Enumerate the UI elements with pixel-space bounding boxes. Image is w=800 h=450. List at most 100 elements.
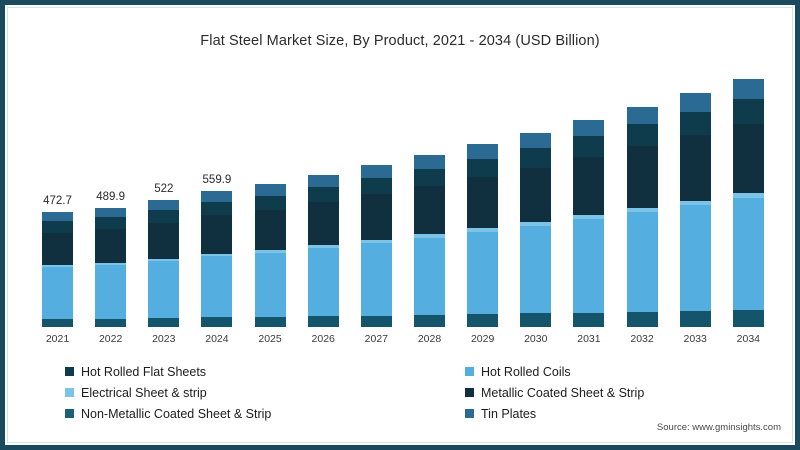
legend-item[interactable]: Tin Plates: [465, 407, 755, 421]
bar-column[interactable]: [190, 67, 243, 327]
bar-segment[interactable]: [360, 242, 392, 316]
bar-segment[interactable]: [95, 318, 127, 327]
bar-segment[interactable]: [254, 184, 286, 196]
bar-segment[interactable]: [520, 225, 552, 314]
bar-segment[interactable]: [520, 132, 552, 149]
stacked-bar[interactable]: [626, 106, 658, 327]
bar-segment[interactable]: [679, 93, 711, 112]
stacked-bar[interactable]: [307, 175, 339, 327]
bar-segment[interactable]: [626, 212, 658, 312]
bar-segment[interactable]: [95, 207, 127, 218]
bar-segment[interactable]: [467, 231, 499, 315]
legend-item[interactable]: Non-Metallic Coated Sheet & Strip: [65, 407, 465, 421]
bar-segment[interactable]: [201, 201, 233, 216]
bar-segment[interactable]: [360, 239, 392, 243]
bar-segment[interactable]: [201, 190, 233, 202]
bar-segment[interactable]: [573, 157, 605, 216]
stacked-bar[interactable]: [95, 207, 127, 327]
bar-segment[interactable]: [626, 311, 658, 327]
bar-segment[interactable]: [679, 200, 711, 206]
bar-segment[interactable]: [520, 148, 552, 168]
bar-segment[interactable]: [148, 210, 180, 223]
bar-segment[interactable]: [414, 315, 445, 327]
stacked-bar[interactable]: [360, 165, 392, 327]
bar-column[interactable]: [722, 67, 775, 327]
bar-column[interactable]: [669, 67, 722, 327]
bar-segment[interactable]: [626, 208, 658, 213]
bar-segment[interactable]: [95, 229, 127, 263]
bar-segment[interactable]: [573, 312, 605, 327]
bar-segment[interactable]: [414, 234, 445, 238]
bar-segment[interactable]: [467, 228, 499, 232]
bar-column[interactable]: [562, 67, 615, 327]
bar-segment[interactable]: [520, 167, 552, 222]
bar-column[interactable]: [137, 67, 190, 327]
bar-segment[interactable]: [307, 247, 339, 317]
bar-segment[interactable]: [626, 124, 658, 147]
bar-segment[interactable]: [732, 193, 764, 199]
bar-segment[interactable]: [201, 215, 233, 254]
bar-column[interactable]: [31, 67, 84, 327]
stacked-bar[interactable]: [254, 184, 286, 327]
bar-column[interactable]: [84, 67, 137, 327]
bar-column[interactable]: [509, 67, 562, 327]
legend-item[interactable]: Hot Rolled Coils: [465, 365, 755, 379]
stacked-bar[interactable]: [732, 79, 764, 327]
bar-segment[interactable]: [360, 178, 392, 195]
legend-item[interactable]: Hot Rolled Flat Sheets: [65, 365, 465, 379]
bar-segment[interactable]: [95, 217, 127, 230]
bar-segment[interactable]: [148, 200, 180, 211]
bar-segment[interactable]: [679, 310, 711, 327]
stacked-bar[interactable]: [679, 93, 711, 327]
bar-segment[interactable]: [679, 111, 711, 136]
bar-segment[interactable]: [42, 221, 73, 233]
bar-segment[interactable]: [254, 195, 286, 210]
bar-segment[interactable]: [148, 258, 180, 262]
bar-segment[interactable]: [307, 187, 339, 203]
bar-segment[interactable]: [414, 155, 445, 170]
bar-segment[interactable]: [626, 146, 658, 209]
stacked-bar[interactable]: [414, 155, 445, 327]
bar-segment[interactable]: [148, 222, 180, 259]
legend-item[interactable]: Metallic Coated Sheet & Strip: [465, 386, 755, 400]
stacked-bar[interactable]: [573, 119, 605, 327]
bar-segment[interactable]: [254, 316, 286, 327]
bar-segment[interactable]: [732, 98, 764, 124]
bar-segment[interactable]: [42, 232, 73, 265]
bar-column[interactable]: [244, 67, 297, 327]
bar-segment[interactable]: [201, 256, 233, 318]
bar-segment[interactable]: [95, 265, 127, 319]
bar-segment[interactable]: [573, 215, 605, 220]
bar-segment[interactable]: [467, 177, 499, 229]
legend-item[interactable]: Electrical Sheet & strip: [65, 386, 465, 400]
bar-segment[interactable]: [732, 309, 764, 327]
bar-segment[interactable]: [573, 119, 605, 137]
bar-segment[interactable]: [732, 123, 764, 194]
bar-segment[interactable]: [254, 249, 286, 253]
bar-column[interactable]: [403, 67, 456, 327]
bar-segment[interactable]: [414, 237, 445, 315]
stacked-bar[interactable]: [148, 200, 180, 327]
bar-segment[interactable]: [467, 314, 499, 327]
bar-segment[interactable]: [626, 106, 658, 125]
bar-segment[interactable]: [573, 219, 605, 313]
bar-segment[interactable]: [467, 144, 499, 159]
bar-segment[interactable]: [42, 318, 73, 327]
bar-column[interactable]: [456, 67, 509, 327]
bar-segment[interactable]: [201, 253, 233, 257]
bar-segment[interactable]: [360, 315, 392, 327]
bar-segment[interactable]: [42, 267, 73, 319]
bar-segment[interactable]: [201, 317, 233, 327]
bar-segment[interactable]: [520, 313, 552, 327]
bar-segment[interactable]: [148, 261, 180, 319]
bar-segment[interactable]: [42, 264, 73, 268]
bar-segment[interactable]: [307, 202, 339, 245]
bar-segment[interactable]: [307, 316, 339, 327]
bar-column[interactable]: [350, 67, 403, 327]
bar-segment[interactable]: [467, 158, 499, 178]
bar-segment[interactable]: [520, 222, 552, 226]
bar-column[interactable]: [616, 67, 669, 327]
bar-segment[interactable]: [307, 175, 339, 188]
bar-segment[interactable]: [414, 169, 445, 187]
bar-segment[interactable]: [254, 252, 286, 317]
